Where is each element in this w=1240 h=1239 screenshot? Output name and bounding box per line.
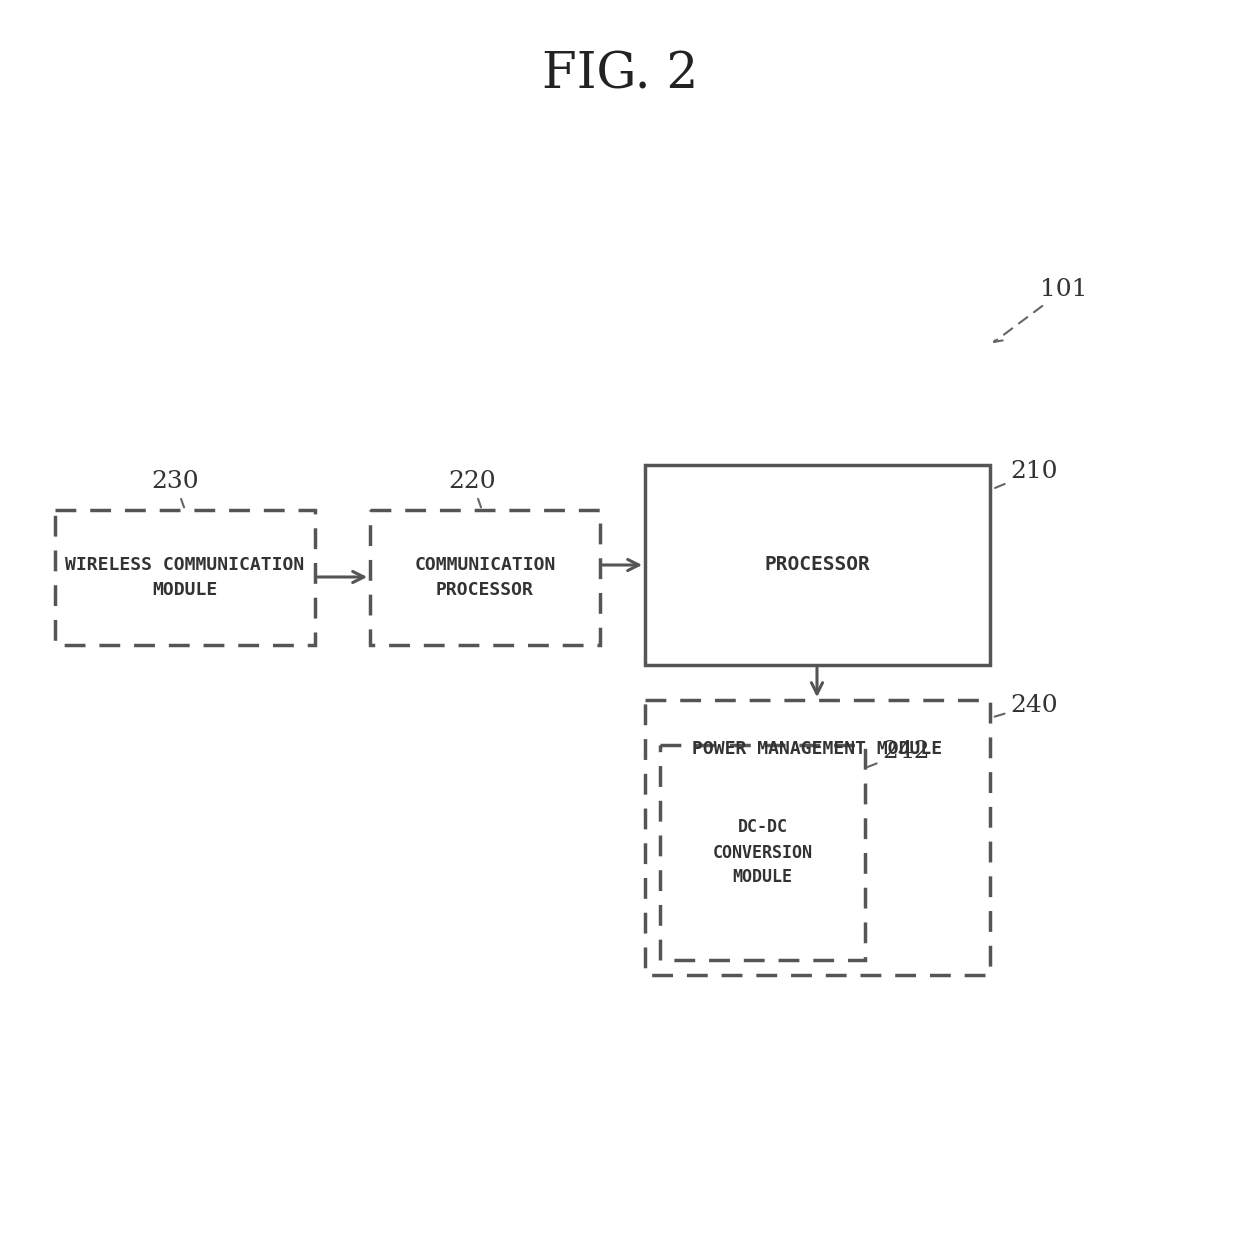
Text: POWER MANAGEMENT MODULE: POWER MANAGEMENT MODULE: [692, 741, 942, 758]
Text: 101: 101: [994, 279, 1087, 342]
Text: 210: 210: [992, 461, 1058, 489]
Bar: [55, 510, 315, 646]
Text: 242: 242: [868, 741, 930, 767]
Text: WIRELESS COMMUNICATION
MODULE: WIRELESS COMMUNICATION MODULE: [66, 556, 305, 598]
Bar: [370, 510, 600, 646]
Bar: [645, 465, 990, 665]
Text: COMMUNICATION
PROCESSOR: COMMUNICATION PROCESSOR: [414, 556, 556, 598]
Text: PROCESSOR: PROCESSOR: [765, 555, 870, 575]
Text: 240: 240: [993, 694, 1058, 717]
Bar: [645, 700, 990, 975]
Bar: [660, 745, 866, 960]
Text: 230: 230: [151, 471, 198, 508]
Text: 220: 220: [448, 471, 496, 508]
Text: DC-DC
CONVERSION
MODULE: DC-DC CONVERSION MODULE: [713, 819, 812, 886]
Text: FIG. 2: FIG. 2: [542, 51, 698, 99]
